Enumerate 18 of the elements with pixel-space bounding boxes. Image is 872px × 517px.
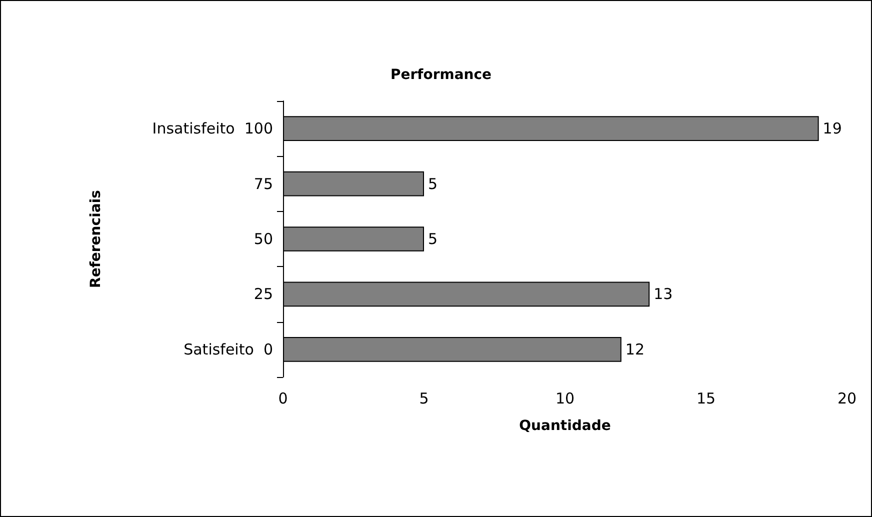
x-tick-label: 0 <box>278 390 288 408</box>
y-tick-label: 75 <box>254 174 273 193</box>
y-tick-label: 25 <box>254 285 273 304</box>
x-tick-label: 5 <box>419 390 429 408</box>
y-tick-label: Satisfeito 0 <box>184 340 273 358</box>
x-tick-label: 20 <box>837 390 857 408</box>
x-axis-title: Quantidade <box>519 418 611 434</box>
x-tick-label: 10 <box>555 390 575 408</box>
y-tick-label: Insatisfeito 100 <box>152 120 273 138</box>
data-label: 13 <box>654 285 673 304</box>
data-label: 19 <box>822 120 842 138</box>
data-label: 12 <box>625 340 644 358</box>
y-axis-title: Referenciais <box>88 190 104 288</box>
x-tick-label: 15 <box>696 390 716 408</box>
y-tick-label: 50 <box>254 230 273 248</box>
data-label: 5 <box>428 230 438 248</box>
chart-title: Performance <box>390 67 492 83</box>
data-label: 5 <box>428 174 438 193</box>
